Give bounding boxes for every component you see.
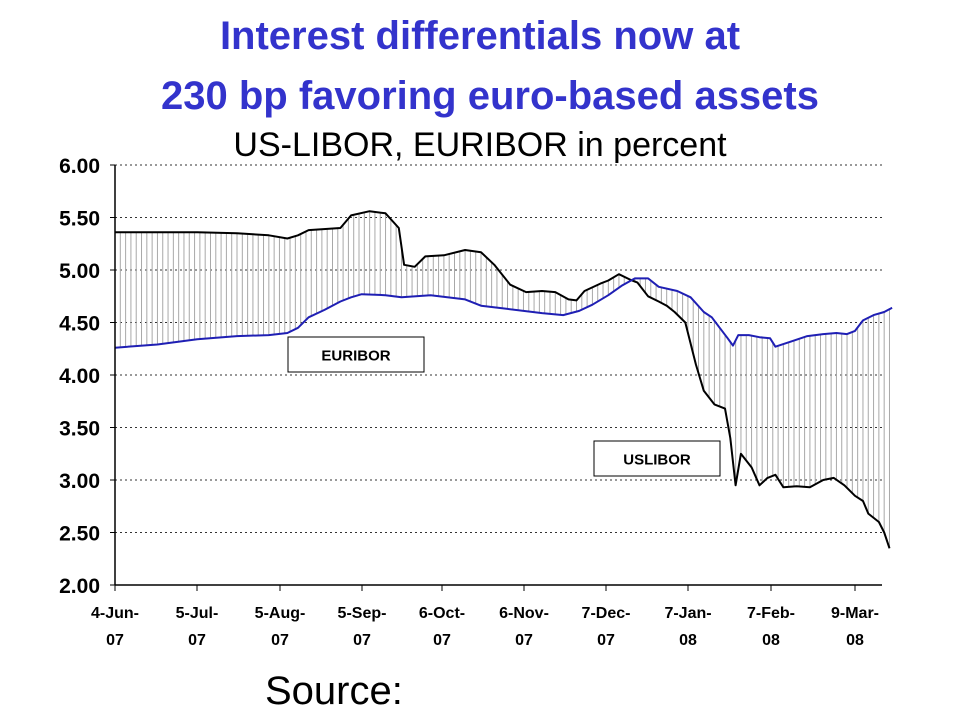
series-label-euribor: EURIBOR (321, 348, 390, 365)
series-line-uslibor (115, 210, 891, 549)
y-tick-label-1: 5.50 (59, 208, 100, 231)
x-tick-label-6-line1: 7-Dec- (582, 605, 631, 622)
chart-title-line-1: Interest differentials now at (219, 14, 741, 58)
x-tick-label-6-line2: 07 (597, 632, 615, 649)
x-tick-label-3-line1: 5-Sep- (338, 605, 387, 622)
x-tick-label-1-line2: 07 (188, 632, 206, 649)
x-tick-label-7-line1: 7-Jan- (664, 605, 711, 622)
series-line-euribor (114, 277, 893, 349)
x-tick-labels: 4-Jun- 07 5-Jul- 07 5-Aug- 07 5-Sep- 07 6-Oct- 07… (91, 585, 879, 649)
x-tick-label-5-line1: 6-Nov- (499, 605, 549, 622)
y-tick-label-4: 4.00 (59, 365, 100, 388)
x-tick-label-9-line1: 9-Mar- (831, 605, 879, 622)
x-tick-label-8-line2: 08 (762, 632, 780, 649)
x-tick-label-2-line2: 07 (271, 632, 289, 649)
y-tick-label-5: 3.50 (59, 418, 100, 441)
x-tick-label-5-line2: 07 (515, 632, 533, 649)
x-tick-label-1-line1: 5-Jul- (176, 605, 219, 622)
y-tick-label-3: 4.50 (59, 313, 100, 336)
chart-subtitle: US-LIBOR, EURIBOR in percent (233, 126, 727, 164)
x-tick-label-8-line1: 7-Feb- (747, 605, 795, 622)
series-labels: EURIBOR USLIBOR (287, 336, 721, 477)
series-lines (114, 210, 893, 549)
y-tick-labels: 6.00 5.50 5.00 4.50 4.00 3.50 3.00 2.50 2.00 (59, 155, 115, 598)
x-tick-label-2-line1: 5-Aug- (255, 605, 306, 622)
x-tick-label-3-line2: 07 (353, 632, 371, 649)
y-tick-label-2: 5.00 (59, 260, 100, 283)
series-label-box-euribor (287, 336, 425, 373)
differential-hatching (114, 211, 890, 549)
y-tick-label-8: 2.00 (59, 575, 100, 598)
source-note: Source: (265, 669, 403, 713)
x-tick-label-9-line2: 08 (846, 632, 864, 649)
x-tick-label-7-line2: 08 (679, 632, 697, 649)
x-tick-label-4-line1: 6-Oct- (419, 605, 465, 622)
x-tick-label-0-line2: 07 (106, 632, 124, 649)
series-label-box-uslibor (593, 440, 721, 477)
y-tick-label-0: 6.00 (59, 155, 100, 178)
x-tick-label-0-line1: 4-Jun- (91, 605, 139, 622)
y-tick-label-7: 2.50 (59, 523, 100, 546)
y-tick-label-6: 3.00 (59, 470, 100, 493)
series-label-uslibor: USLIBOR (623, 452, 691, 469)
chart-title-line-2: 230 bp favoring euro-based assets (160, 74, 819, 118)
x-tick-label-4-line2: 07 (433, 632, 451, 649)
